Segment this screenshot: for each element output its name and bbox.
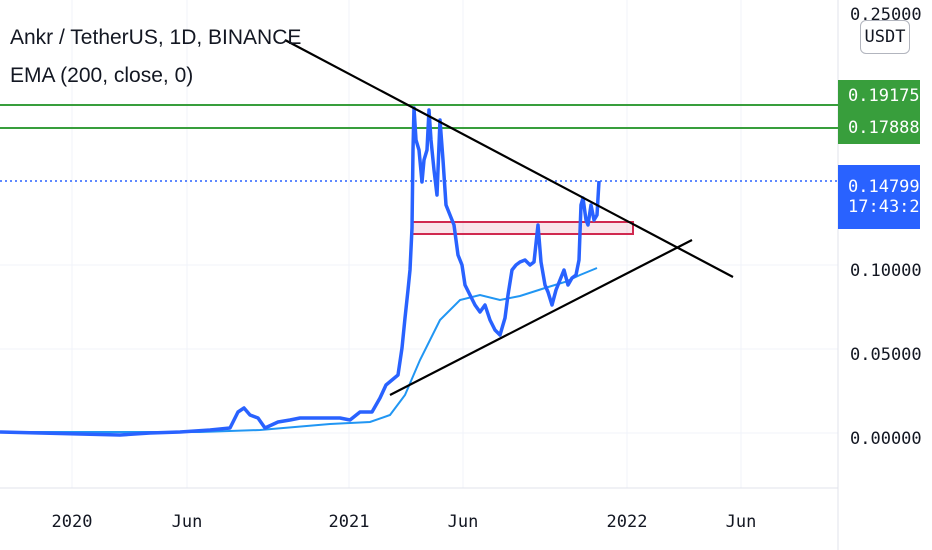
time-axis[interactable]: 2020 Jun 2021 Jun 2022 Jun — [52, 512, 757, 532]
upper-trendline[interactable] — [284, 39, 734, 278]
price-line — [0, 106, 601, 437]
last-price-value: 0.14799 — [848, 177, 920, 197]
resistance-1-value: 0.19175 — [848, 86, 920, 106]
countdown-value: 17:43:27 — [848, 197, 930, 217]
resistance-1-price-tag: 0.19175 — [838, 80, 920, 112]
support-resistance-zone[interactable] — [411, 221, 634, 235]
ema-line — [0, 267, 598, 433]
ema-indicator-label[interactable]: EMA (200, close, 0) — [10, 64, 194, 87]
price-tick-label: 0.05000 — [850, 345, 922, 365]
time-tick-label: 2021 — [329, 512, 370, 532]
last-price-tag: 0.14799 17:43:27 — [838, 165, 930, 229]
currency-button[interactable]: USDT — [860, 20, 910, 54]
time-tick-label: 2020 — [52, 512, 93, 532]
resistance-2-value: 0.17888 — [848, 118, 920, 138]
resistance-2-price-tag: 0.17888 — [838, 112, 920, 144]
time-tick-label: Jun — [172, 512, 203, 532]
time-tick-label: 2022 — [607, 512, 648, 532]
price-tick-label: 0.10000 — [850, 261, 922, 281]
time-tick-label: Jun — [448, 512, 479, 532]
symbol-title[interactable]: Ankr / TetherUS, 1D, BINANCE — [10, 26, 302, 49]
lower-trendline[interactable] — [389, 239, 693, 396]
price-tick-label: 0.00000 — [850, 429, 922, 449]
time-tick-label: Jun — [726, 512, 757, 532]
